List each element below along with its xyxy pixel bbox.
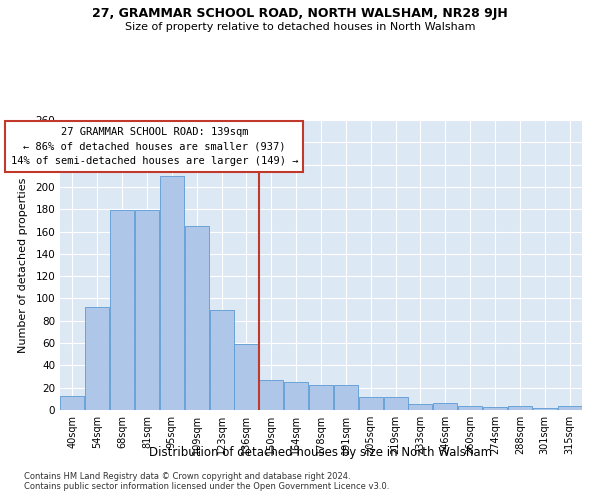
Bar: [409, 404, 433, 410]
Y-axis label: Number of detached properties: Number of detached properties: [19, 178, 28, 352]
Text: 27, GRAMMAR SCHOOL ROAD, NORTH WALSHAM, NR28 9JH: 27, GRAMMAR SCHOOL ROAD, NORTH WALSHAM, …: [92, 8, 508, 20]
Text: Size of property relative to detached houses in North Walsham: Size of property relative to detached ho…: [125, 22, 475, 32]
Bar: [284, 382, 308, 410]
Text: 27 GRAMMAR SCHOOL ROAD: 139sqm
← 86% of detached houses are smaller (937)
14% of: 27 GRAMMAR SCHOOL ROAD: 139sqm ← 86% of …: [11, 126, 298, 166]
Bar: [334, 386, 358, 410]
Bar: [433, 404, 457, 410]
Bar: [533, 408, 557, 410]
Text: Contains HM Land Registry data © Crown copyright and database right 2024.: Contains HM Land Registry data © Crown c…: [24, 472, 350, 481]
Bar: [483, 406, 507, 410]
Bar: [135, 210, 159, 410]
Bar: [235, 344, 259, 410]
Text: Distribution of detached houses by size in North Walsham: Distribution of detached houses by size …: [149, 446, 493, 459]
Bar: [85, 308, 109, 410]
Bar: [110, 210, 134, 410]
Bar: [209, 310, 233, 410]
Bar: [160, 176, 184, 410]
Bar: [557, 406, 581, 410]
Bar: [508, 406, 532, 410]
Bar: [185, 226, 209, 410]
Bar: [61, 396, 85, 410]
Bar: [259, 380, 283, 410]
Text: Contains public sector information licensed under the Open Government Licence v3: Contains public sector information licen…: [24, 482, 389, 491]
Bar: [359, 396, 383, 410]
Bar: [458, 406, 482, 410]
Bar: [309, 386, 333, 410]
Bar: [383, 396, 407, 410]
